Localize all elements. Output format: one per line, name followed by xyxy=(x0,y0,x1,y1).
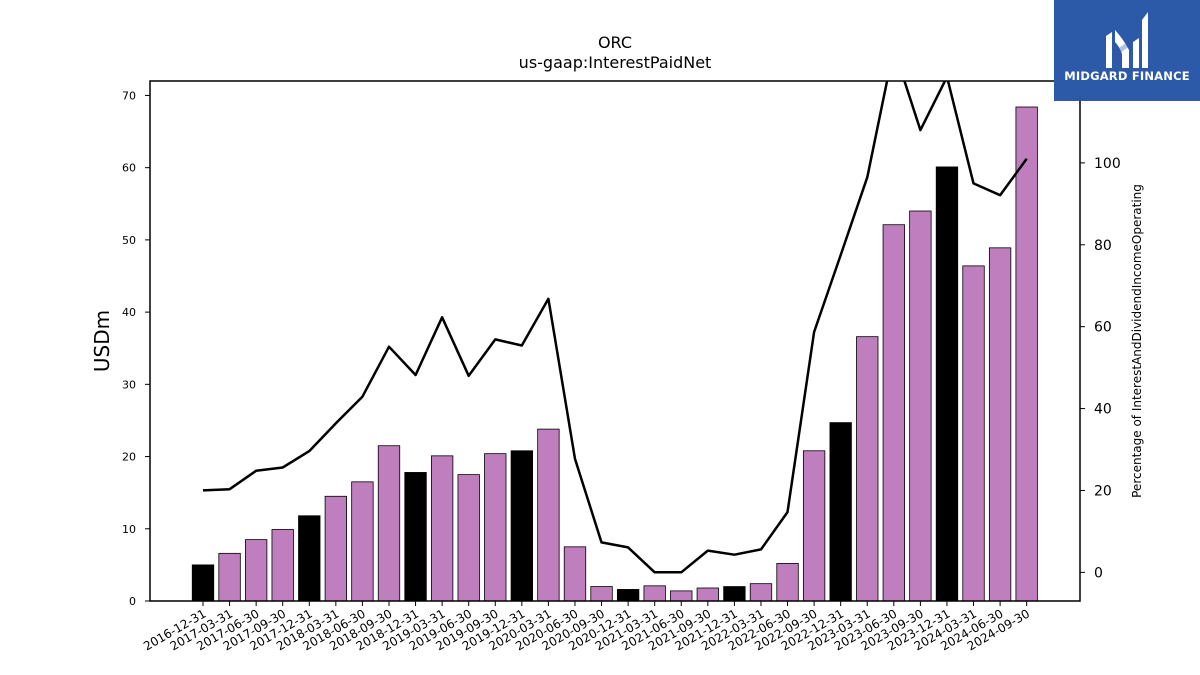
y-tick-label: 50 xyxy=(122,234,136,247)
bar-2022-09-30 xyxy=(802,450,826,602)
bar-2020-09-30 xyxy=(590,586,613,602)
bar-2017-12-31 xyxy=(298,515,321,602)
line-path xyxy=(202,81,1028,574)
bar-2023-12-31 xyxy=(935,166,959,602)
bar-2017-09-30 xyxy=(271,529,294,602)
bar-2023-03-31 xyxy=(856,336,879,602)
y2-tick-label: 100 xyxy=(1094,156,1121,172)
y2-tick-label: 80 xyxy=(1094,238,1112,254)
y-tick-label: 70 xyxy=(122,89,136,102)
chart-title: ORC xyxy=(598,33,632,52)
x-axis: 2016-12-312017-03-312017-06-302017-09-30… xyxy=(141,601,1032,653)
bar-2020-12-31 xyxy=(616,589,640,602)
y-tick-label: 20 xyxy=(122,451,136,464)
bar-2023-06-30 xyxy=(882,224,905,602)
y-tick-label: 60 xyxy=(122,162,136,175)
bar-2021-03-31 xyxy=(643,585,666,602)
y2-tick-label: 0 xyxy=(1094,565,1103,581)
bar-2022-12-31 xyxy=(829,422,852,602)
bar-2019-09-30 xyxy=(484,453,507,602)
midgard-logo-icon xyxy=(1106,12,1148,68)
bar-2022-03-31 xyxy=(749,583,773,602)
bar-2024-09-30 xyxy=(1015,106,1038,602)
y-axis-label: USDm xyxy=(90,310,114,372)
bar-2024-03-31 xyxy=(962,265,985,602)
bar-2016-12-31 xyxy=(191,564,215,602)
bar-2019-06-30 xyxy=(457,474,480,602)
bar-series xyxy=(191,106,1038,602)
line-series xyxy=(202,81,1028,574)
brand-logo: MIDGARD FINANCE xyxy=(1054,0,1200,101)
bar-2021-06-30 xyxy=(670,590,693,602)
bar-2019-12-31 xyxy=(510,450,533,602)
bar-2021-12-31 xyxy=(723,586,746,602)
y-axis-right: 0 20 40 60 80 100 xyxy=(1080,156,1121,581)
y2-axis-label: Percentage of InterestAndDividendIncomeO… xyxy=(1130,184,1144,498)
plot-frame xyxy=(149,80,1081,602)
bar-2020-03-31 xyxy=(537,428,560,602)
y2-tick-label: 20 xyxy=(1094,483,1112,499)
chart-subtitle: us-gaap:InterestPaidNet xyxy=(519,53,712,72)
bar-2022-06-30 xyxy=(776,563,799,602)
bar-2019-03-31 xyxy=(430,455,454,602)
bar-2018-09-30 xyxy=(377,445,401,602)
y-axis-left: 0 10 20 30 40 50 60 70 xyxy=(122,89,150,608)
brand-name: MIDGARD FINANCE xyxy=(1064,69,1190,83)
bar-2017-03-31 xyxy=(218,552,241,602)
bar-2018-12-31 xyxy=(404,472,427,602)
y2-tick-label: 40 xyxy=(1094,402,1112,418)
bar-2018-06-30 xyxy=(351,481,374,602)
bar-2018-03-31 xyxy=(324,495,348,602)
y2-tick-label: 60 xyxy=(1094,320,1112,336)
bar-2020-06-30 xyxy=(563,546,587,602)
y-tick-label: 10 xyxy=(122,523,136,536)
y-tick-label: 40 xyxy=(122,306,136,319)
y-tick-label: 0 xyxy=(129,595,136,608)
bar-2017-06-30 xyxy=(244,539,268,602)
bar-2024-06-30 xyxy=(988,247,1012,602)
y-tick-label: 30 xyxy=(122,378,136,391)
bar-2021-09-30 xyxy=(696,587,719,602)
bar-2023-09-30 xyxy=(909,210,932,602)
